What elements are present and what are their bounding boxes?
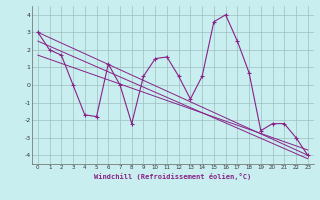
X-axis label: Windchill (Refroidissement éolien,°C): Windchill (Refroidissement éolien,°C) xyxy=(94,173,252,180)
